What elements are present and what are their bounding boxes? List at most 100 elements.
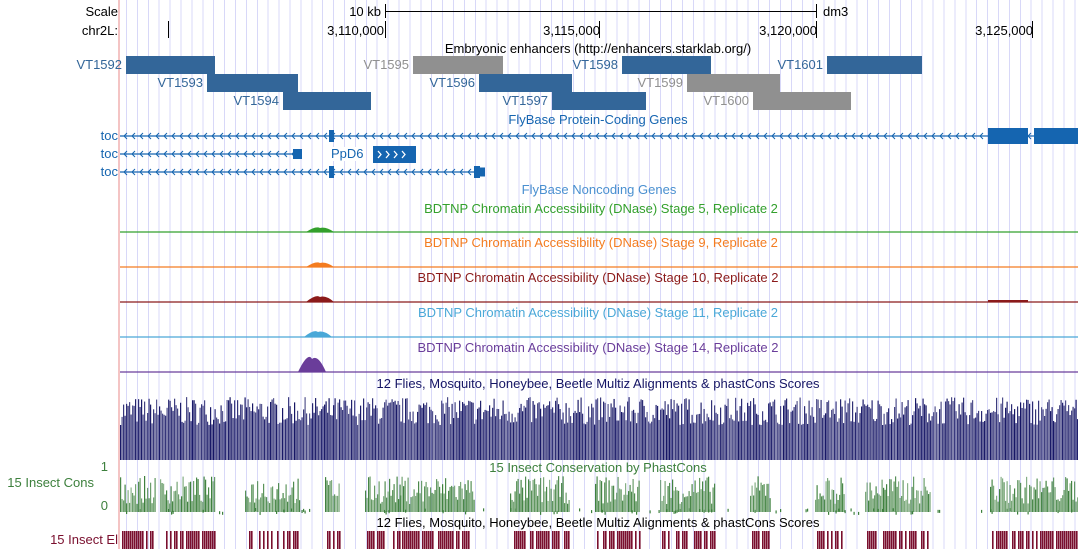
enhancer-label[interactable]: VT1599 <box>637 75 683 90</box>
multiz-bar <box>667 404 669 460</box>
multiz-bar <box>835 401 837 460</box>
multiz-track-title[interactable]: 12 Flies, Mosquito, Honeybee, Beetle Mul… <box>376 376 820 391</box>
enhancer-VT1597[interactable] <box>552 92 646 110</box>
strand-arrow <box>723 132 728 140</box>
multiz-bar <box>640 399 642 460</box>
conserved-element <box>452 531 454 549</box>
enhancer-label[interactable]: VT1594 <box>233 93 279 108</box>
exon <box>329 166 334 178</box>
phastcons-bar <box>266 497 268 512</box>
phastcons-bar <box>676 509 678 513</box>
multiz-bar <box>994 411 996 460</box>
noncoding-track-title[interactable]: FlyBase Noncoding Genes <box>521 182 677 197</box>
multiz-bar <box>961 402 963 460</box>
strand-arrow <box>171 168 176 176</box>
elements-track-title[interactable]: 12 Flies, Mosquito, Honeybee, Beetle Mul… <box>376 515 820 530</box>
strand-arrow <box>123 168 128 176</box>
conserved-element <box>706 531 708 549</box>
phastcons-bar <box>389 478 391 512</box>
enhancer-VT1596[interactable] <box>479 74 572 92</box>
enhancer-label[interactable]: VT1597 <box>502 93 548 108</box>
phastcons-label[interactable]: 15 Insect Cons <box>7 475 94 490</box>
phastcons-bar <box>383 496 385 512</box>
multiz-bar <box>286 418 288 460</box>
multiz-bar <box>967 424 969 460</box>
multiz-bar <box>913 411 915 460</box>
enhancers-track-title[interactable]: Embryonic enhancers (http://enhancers.st… <box>444 41 752 56</box>
enhancer-VT1598[interactable] <box>622 56 711 74</box>
multiz-bar <box>562 412 564 460</box>
enhancer-VT1599[interactable] <box>687 74 780 92</box>
multiz-bar <box>945 401 947 460</box>
enhancer-VT1594[interactable] <box>283 92 371 110</box>
multiz-bar <box>847 403 849 460</box>
conserved-element <box>619 531 621 549</box>
enhancer-VT1593[interactable] <box>207 74 298 92</box>
multiz-bar <box>627 401 629 460</box>
conserved-element <box>905 531 907 549</box>
phastcons-bar <box>1008 502 1010 512</box>
gene-models[interactable] <box>0 0 1078 190</box>
multiz-bar <box>553 412 555 460</box>
phastcons-bar <box>170 486 172 512</box>
strand-arrow <box>203 168 208 176</box>
phastcons-bar <box>558 476 560 512</box>
phastcons-bar <box>529 481 531 512</box>
phastcons-bar <box>805 509 807 513</box>
conserved-element <box>450 531 452 549</box>
enhancer-VT1595[interactable] <box>413 56 503 74</box>
gene-label-ppd6[interactable]: PpD6 <box>331 146 364 161</box>
phastcons-bar <box>176 481 178 512</box>
enhancer-label[interactable]: VT1600 <box>703 93 749 108</box>
strand-arrow <box>299 168 304 176</box>
multiz-bar <box>520 403 522 460</box>
gene-label[interactable]: toc <box>100 128 118 143</box>
multiz-bar <box>535 418 537 460</box>
multiz-bar <box>721 424 723 460</box>
elements-label[interactable]: 15 Insect El <box>50 532 118 547</box>
phastcons-bar <box>160 479 162 512</box>
multiz-bar <box>373 408 375 460</box>
multiz-bar <box>1000 403 1002 460</box>
enhancer-label[interactable]: VT1593 <box>157 75 203 90</box>
dnase-stage5-title[interactable]: BDTNP Chromatin Accessibility (DNase) St… <box>424 201 778 216</box>
enhancer-VT1592[interactable] <box>126 56 215 74</box>
multiz-bar <box>229 397 231 460</box>
conserved-element <box>629 531 631 549</box>
multiz-bar <box>874 421 876 460</box>
enhancer-label[interactable]: VT1598 <box>572 57 618 72</box>
dnase-stage9-title[interactable]: BDTNP Chromatin Accessibility (DNase) St… <box>424 235 778 250</box>
multiz-bar <box>396 404 398 460</box>
multiz-bar <box>703 408 705 460</box>
conserved-element <box>603 531 605 549</box>
phastcons-bar <box>912 511 914 515</box>
genes-track-title[interactable]: FlyBase Protein-Coding Genes <box>508 112 688 127</box>
multiz-bar <box>790 411 792 460</box>
enhancer-label[interactable]: VT1595 <box>363 57 409 72</box>
dnase-stage11-title[interactable]: BDTNP Chromatin Accessibility (DNase) St… <box>417 305 779 320</box>
gene-label[interactable]: toc <box>100 164 118 179</box>
enhancer-label[interactable]: VT1596 <box>429 75 475 90</box>
enhancer-label[interactable]: VT1592 <box>76 57 122 72</box>
dnase-stage10-title[interactable]: BDTNP Chromatin Accessibility (DNase) St… <box>417 270 779 285</box>
enhancer-label[interactable]: VT1601 <box>777 57 823 72</box>
phastcons-track-title[interactable]: 15 Insect Conservation by PhastCons <box>489 460 707 475</box>
gene-label[interactable]: toc <box>100 146 118 161</box>
conserved-element <box>194 531 196 549</box>
phastcons-bar <box>472 491 474 512</box>
conserved-element <box>841 531 843 549</box>
phastcons-bar <box>443 493 445 512</box>
conserved-element <box>1048 531 1050 549</box>
strand-arrow <box>699 132 704 140</box>
dnase-stage14-title[interactable]: BDTNP Chromatin Accessibility (DNase) St… <box>417 340 779 355</box>
phastcons-bar <box>203 476 205 512</box>
enhancer-VT1600[interactable] <box>753 92 851 110</box>
phastcons-bar <box>540 511 542 515</box>
multiz-bar <box>796 401 798 460</box>
conserved-element <box>377 531 379 549</box>
phastcons-bar <box>171 511 173 515</box>
phastcons-bar <box>916 490 918 512</box>
enhancer-VT1601[interactable] <box>827 56 922 74</box>
strand-arrow <box>907 132 912 140</box>
phastcons-bar <box>839 494 841 512</box>
